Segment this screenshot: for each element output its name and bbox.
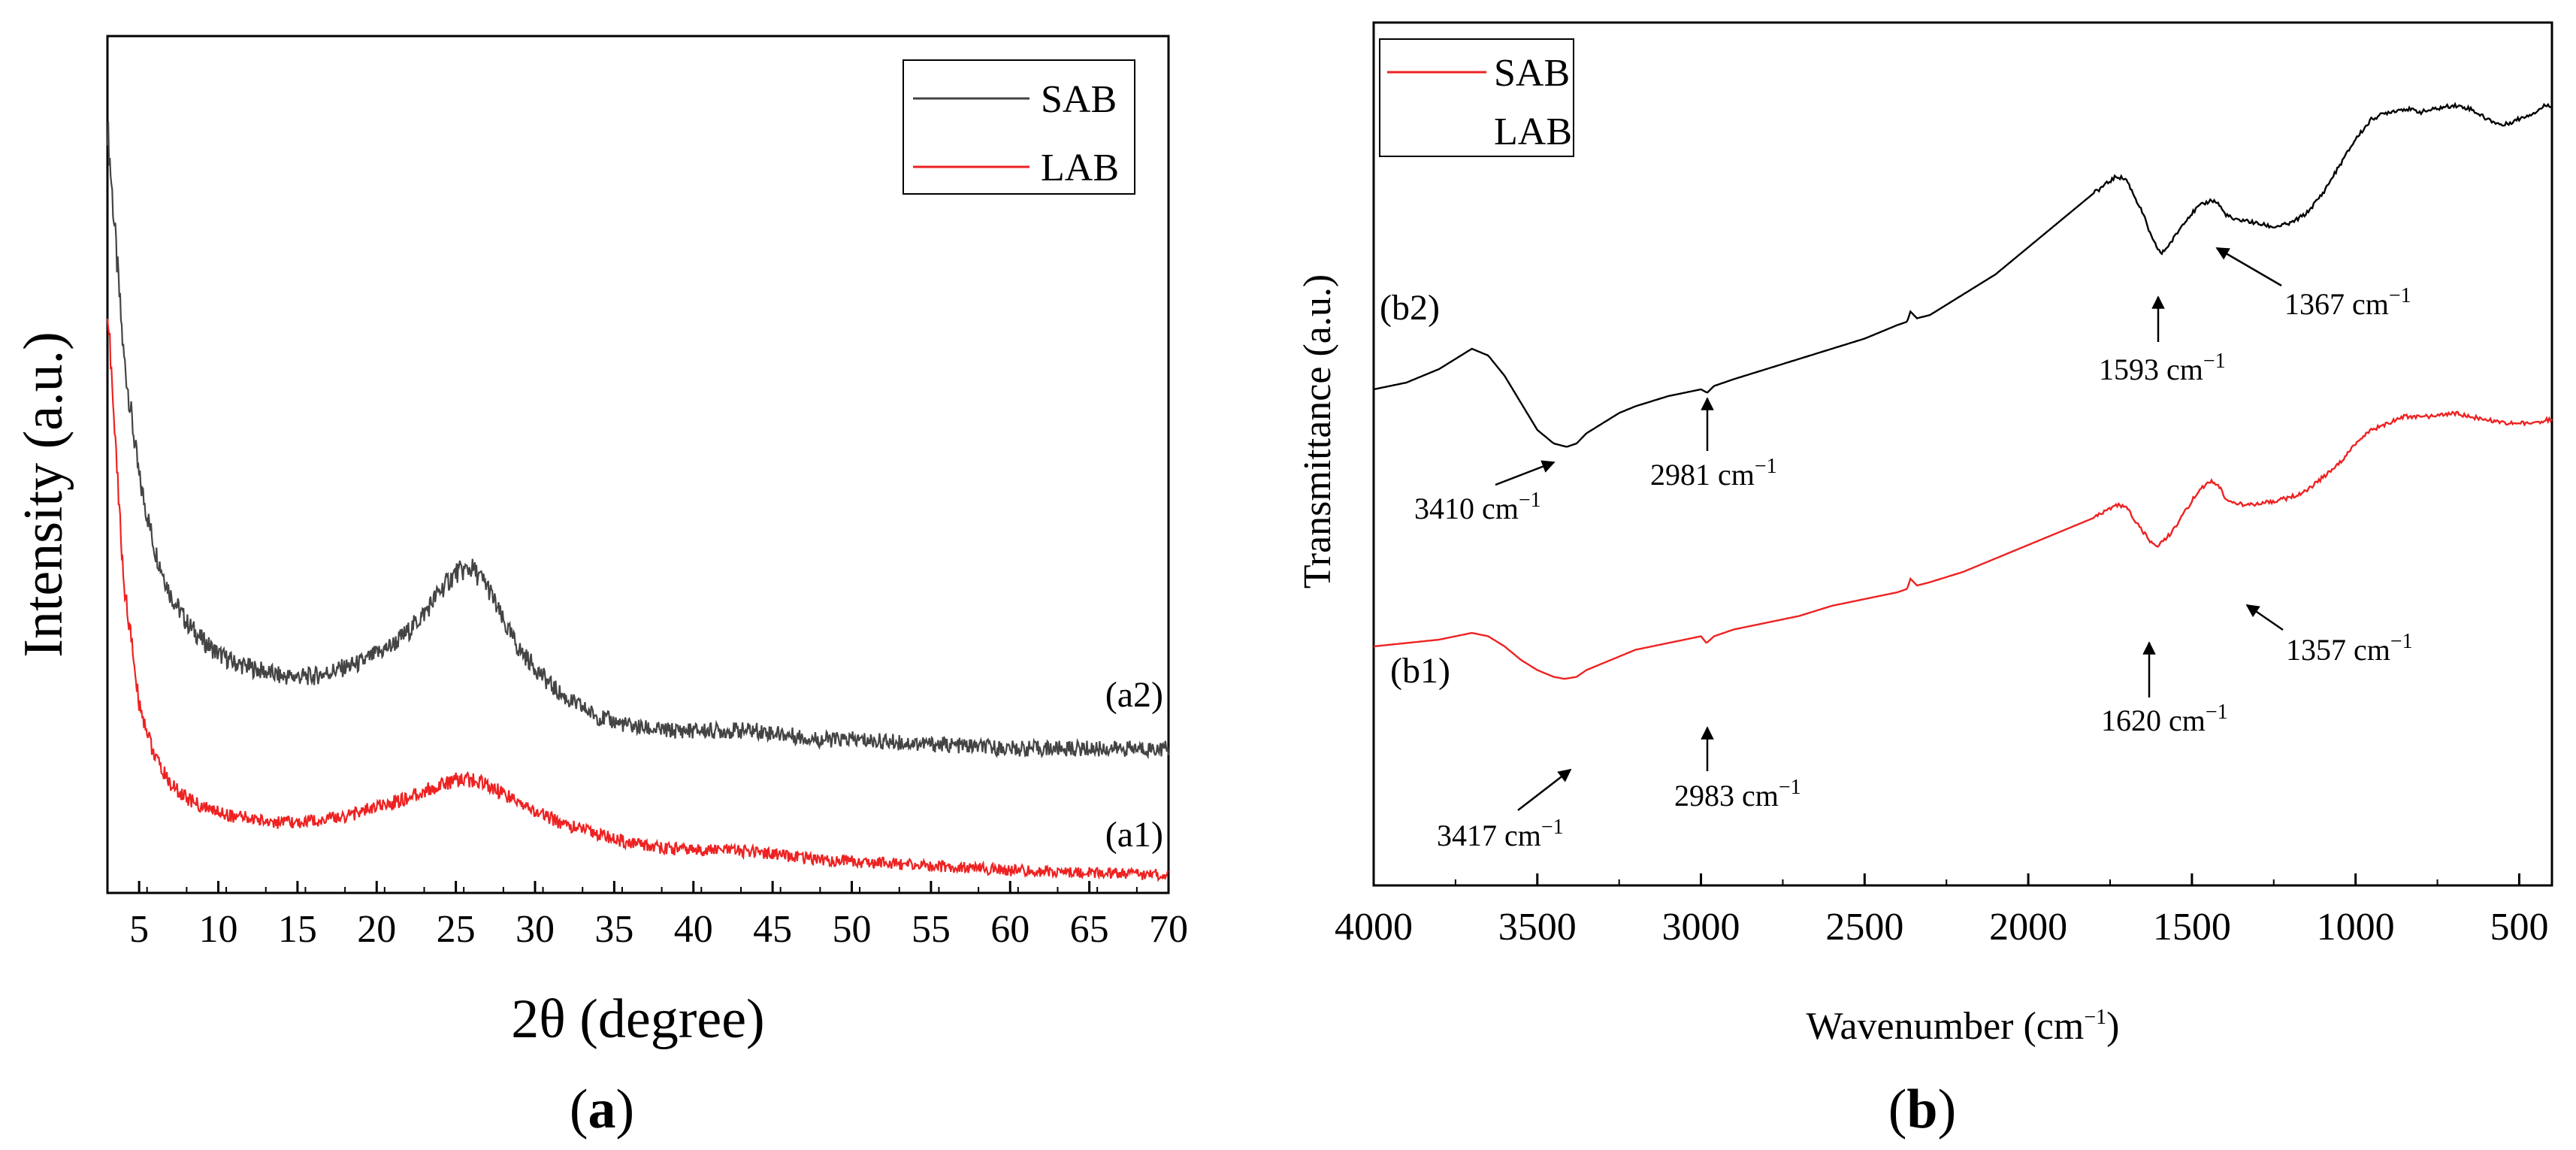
panel-b-x-tick-label: 2500 [1825, 906, 1903, 949]
panel-a-label: (a) [570, 1079, 634, 1140]
panel-a-x-tick-label: 50 [833, 908, 872, 951]
panel-a-curves [106, 121, 1170, 882]
panel-a-x-tick-label: 15 [278, 908, 317, 951]
panel-b-x-tick-label: 1000 [2317, 906, 2395, 949]
panel-a-curve-label-a1: (a1) [1105, 815, 1163, 855]
panel-b-annotation-label: 2983 cm−1 [1674, 776, 1801, 813]
panel-b-annotation-label: 2981 cm−1 [1650, 455, 1777, 492]
panel-a: 5 10 15 20 25 30 35 40 45 50 55 60 65 70 2θ (degree) … [13, 35, 1188, 1140]
panel-b-annotation-label: 3410 cm−1 [1414, 489, 1541, 525]
panel-b-annotation-label: 1593 cm−1 [2099, 350, 2226, 386]
panel-a-legend-label-sab: SAB [1041, 78, 1117, 121]
panel-b-x-ticks: 4000 3500 3000 2500 2000 1500 1000 500 [1335, 873, 2548, 949]
panel-a-x-tick-label: 5 [129, 908, 149, 951]
panel-a-x-ticks: 5 10 15 20 25 30 35 40 45 50 55 60 65 70 [107, 881, 1188, 951]
panel-a-series-lab-line [106, 318, 1169, 882]
panel-b-legend-label-sab: SAB [1494, 52, 1570, 95]
panel-a-x-tick-label: 20 [357, 908, 396, 951]
panel-b-x-tick-label: 500 [2490, 906, 2548, 949]
panel-b-curve-label-b1: (b1) [1390, 651, 1450, 691]
panel-b-annotation-arrow [1495, 460, 1556, 486]
panel-b-annotation-label: 1367 cm−1 [2284, 284, 2411, 321]
panel-b-annotation-label: 1357 cm−1 [2286, 630, 2413, 667]
panel-b-annotation-label: 1620 cm−1 [2101, 701, 2228, 737]
panel-a-x-tick-label: 65 [1070, 908, 1109, 951]
panel-b-curves [1373, 101, 2553, 680]
panel-a-curve-label-a2: (a2) [1105, 675, 1163, 715]
panel-a-x-tick-label: 35 [594, 908, 633, 951]
panel-b-plot-frame [1372, 21, 2553, 887]
panel-a-legend-box [903, 59, 1135, 195]
panel-b-legend-label-lab: LAB [1494, 110, 1572, 153]
panel-a-series-sab-line [106, 121, 1170, 760]
panel-b-x-tick-label: 4000 [1335, 906, 1413, 949]
panel-b: 4000 3500 3000 2500 2000 1500 1000 500 3410 cm−… [1296, 21, 2553, 1140]
panel-b-x-tick-label: 2000 [1989, 906, 2067, 949]
panel-b-annotation-arrow [2215, 247, 2282, 287]
panel-b-x-axis-title: Wavenumber (cm−1) [1807, 1005, 2120, 1048]
panel-a-plot-frame [106, 35, 1170, 894]
panel-b-label: (b) [1888, 1079, 1956, 1140]
panel-a-x-tick-label: 40 [674, 908, 713, 951]
panel-b-legend: SAB LAB [1379, 38, 1574, 157]
panel-a-y-axis-title: Intensity (a.u.) [13, 331, 74, 658]
panel-b-x-tick-label: 3000 [1662, 906, 1740, 949]
panel-a-x-tick-label: 55 [912, 908, 951, 951]
panel-b-legend-box [1379, 38, 1574, 157]
panel-a-x-tick-label: 70 [1149, 908, 1188, 951]
panel-b-x-tick-label: 1500 [2153, 906, 2231, 949]
panel-b-curve-label-b2: (b2) [1380, 288, 1440, 328]
panel-b-series-sab-line [1373, 410, 2553, 680]
panel-b-peak-annotations: 3410 cm−1 2981 cm−1 1593 cm−1 1367 cm−1 3417… [1414, 247, 2413, 852]
panel-a-x-tick-label: 60 [990, 908, 1029, 951]
panel-a-x-axis-title: 2θ (degree) [511, 988, 764, 1050]
panel-a-legend-label-lab: LAB [1041, 147, 1119, 189]
panel-b-x-tick-label: 3500 [1498, 906, 1577, 949]
panel-b-annotation-arrow [1517, 768, 1572, 811]
panel-a-x-tick-label: 25 [437, 908, 476, 951]
panel-b-annotation-arrow [2245, 604, 2284, 631]
panel-b-y-axis-title: Transmittance (a.u.) [1296, 274, 1339, 589]
panel-a-x-tick-label: 30 [516, 908, 555, 951]
panel-b-annotation-label: 3417 cm−1 [1437, 816, 1564, 852]
panel-a-x-tick-label: 10 [199, 908, 238, 951]
panel-a-x-tick-label: 45 [753, 908, 792, 951]
panel-a-legend: SAB LAB [903, 59, 1135, 195]
panel-b-series-lab-line [1373, 101, 2553, 448]
